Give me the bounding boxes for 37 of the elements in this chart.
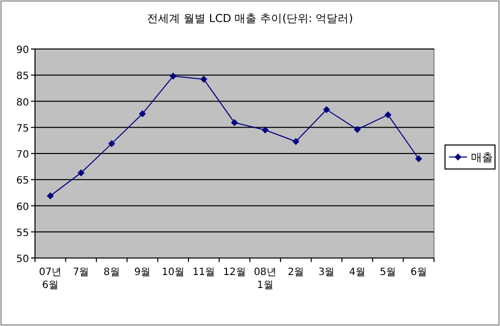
point: [108, 140, 116, 148]
x-tick-label: 4월: [349, 267, 366, 278]
y-tick-label: 65: [16, 176, 29, 187]
point: [46, 192, 54, 200]
point: [354, 126, 361, 133]
y-tick-label: 60: [16, 202, 29, 213]
x-tick-label: 3월: [318, 267, 335, 278]
x-tick-label: 10월: [162, 267, 184, 278]
y-tick-label: 75: [16, 123, 29, 134]
x-tick-label: 8월: [104, 267, 120, 278]
point: [415, 155, 422, 162]
point: [138, 110, 146, 118]
point: [262, 126, 269, 134]
point: [323, 106, 330, 114]
point: [292, 138, 300, 145]
x-tick-label: 9월: [134, 267, 151, 278]
x-tick-label: 08년 1월: [254, 267, 277, 291]
y-tick-label: 50: [16, 254, 29, 265]
point: [231, 119, 238, 126]
y-tick-label: 85: [16, 71, 29, 82]
y-tick-label: 90: [16, 45, 29, 56]
y-tick-label: 55: [16, 228, 29, 239]
point: [170, 72, 177, 80]
point: [384, 111, 392, 118]
y-tick-label: 70: [16, 150, 29, 160]
point: [78, 169, 85, 176]
x-tick-label: 12월: [223, 267, 246, 278]
point: [200, 76, 208, 83]
chart-title: 전세계 월별 LCD 매출 추이(단위: 억달러): [146, 12, 354, 25]
x-tick-label: 5월: [380, 267, 396, 278]
x-tick-label: 07년 6월: [38, 267, 62, 291]
x-tick-label: 7월: [72, 267, 90, 278]
y-tick-label: 80: [16, 97, 29, 108]
x-tick-label: 2월: [288, 267, 304, 278]
x-tick-label: 6월: [410, 267, 427, 278]
x-tick-label: 11월: [192, 267, 216, 278]
legend-label: 매출: [471, 151, 493, 164]
